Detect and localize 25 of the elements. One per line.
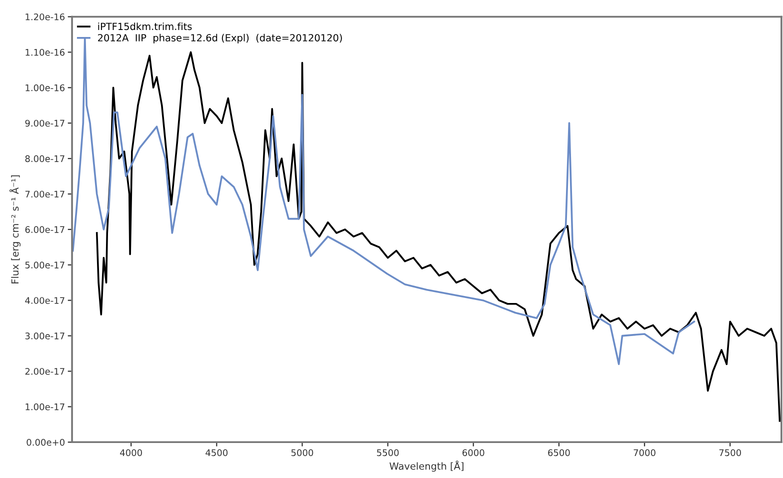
y-tick-label: 1.10e-16 bbox=[26, 48, 65, 56]
y-tick-label: 1.00e-17 bbox=[26, 403, 64, 410]
y-axis-title: Flux [erg cm⁻² s⁻¹ Å⁻¹] bbox=[9, 175, 21, 284]
x-axis-title: Wavelength [Å] bbox=[390, 460, 464, 472]
y-tick-label: 9.00e-17 bbox=[25, 120, 64, 127]
y-tick-label: 3.00e-17 bbox=[25, 332, 64, 340]
y-tick-label: 8.00e-17 bbox=[25, 155, 64, 162]
x-tick-label: 4500 bbox=[206, 449, 228, 456]
y-tick-label: 1.00e-16 bbox=[26, 84, 65, 92]
x-tick-label: 7000 bbox=[634, 449, 656, 456]
legend-label: 2012A IIP phase=12.6d (Expl) (date=20120120) bbox=[98, 34, 342, 44]
x-tick-label: 4000 bbox=[120, 449, 142, 456]
x-tick-label: 6500 bbox=[548, 449, 570, 456]
y-tick-label: 0.00e+0 bbox=[26, 438, 64, 446]
x-tick-label: 6000 bbox=[462, 449, 484, 456]
y-tick-label: 7.00e-17 bbox=[25, 190, 64, 198]
y-tick-label: 2.00e-17 bbox=[25, 368, 64, 375]
y-tick-label: 4.00e-17 bbox=[25, 297, 64, 304]
y-tick-label: 1.20e-16 bbox=[26, 13, 65, 20]
legend-label: iPTF15dkm.trim.fits bbox=[98, 22, 192, 30]
y-tick-label: 6.00e-17 bbox=[25, 226, 64, 233]
x-tick-label: 5000 bbox=[291, 449, 314, 456]
x-tick-label: 5500 bbox=[377, 449, 399, 456]
y-tick-label: 5.00e-17 bbox=[25, 262, 64, 268]
x-tick-label: 7500 bbox=[719, 449, 741, 456]
